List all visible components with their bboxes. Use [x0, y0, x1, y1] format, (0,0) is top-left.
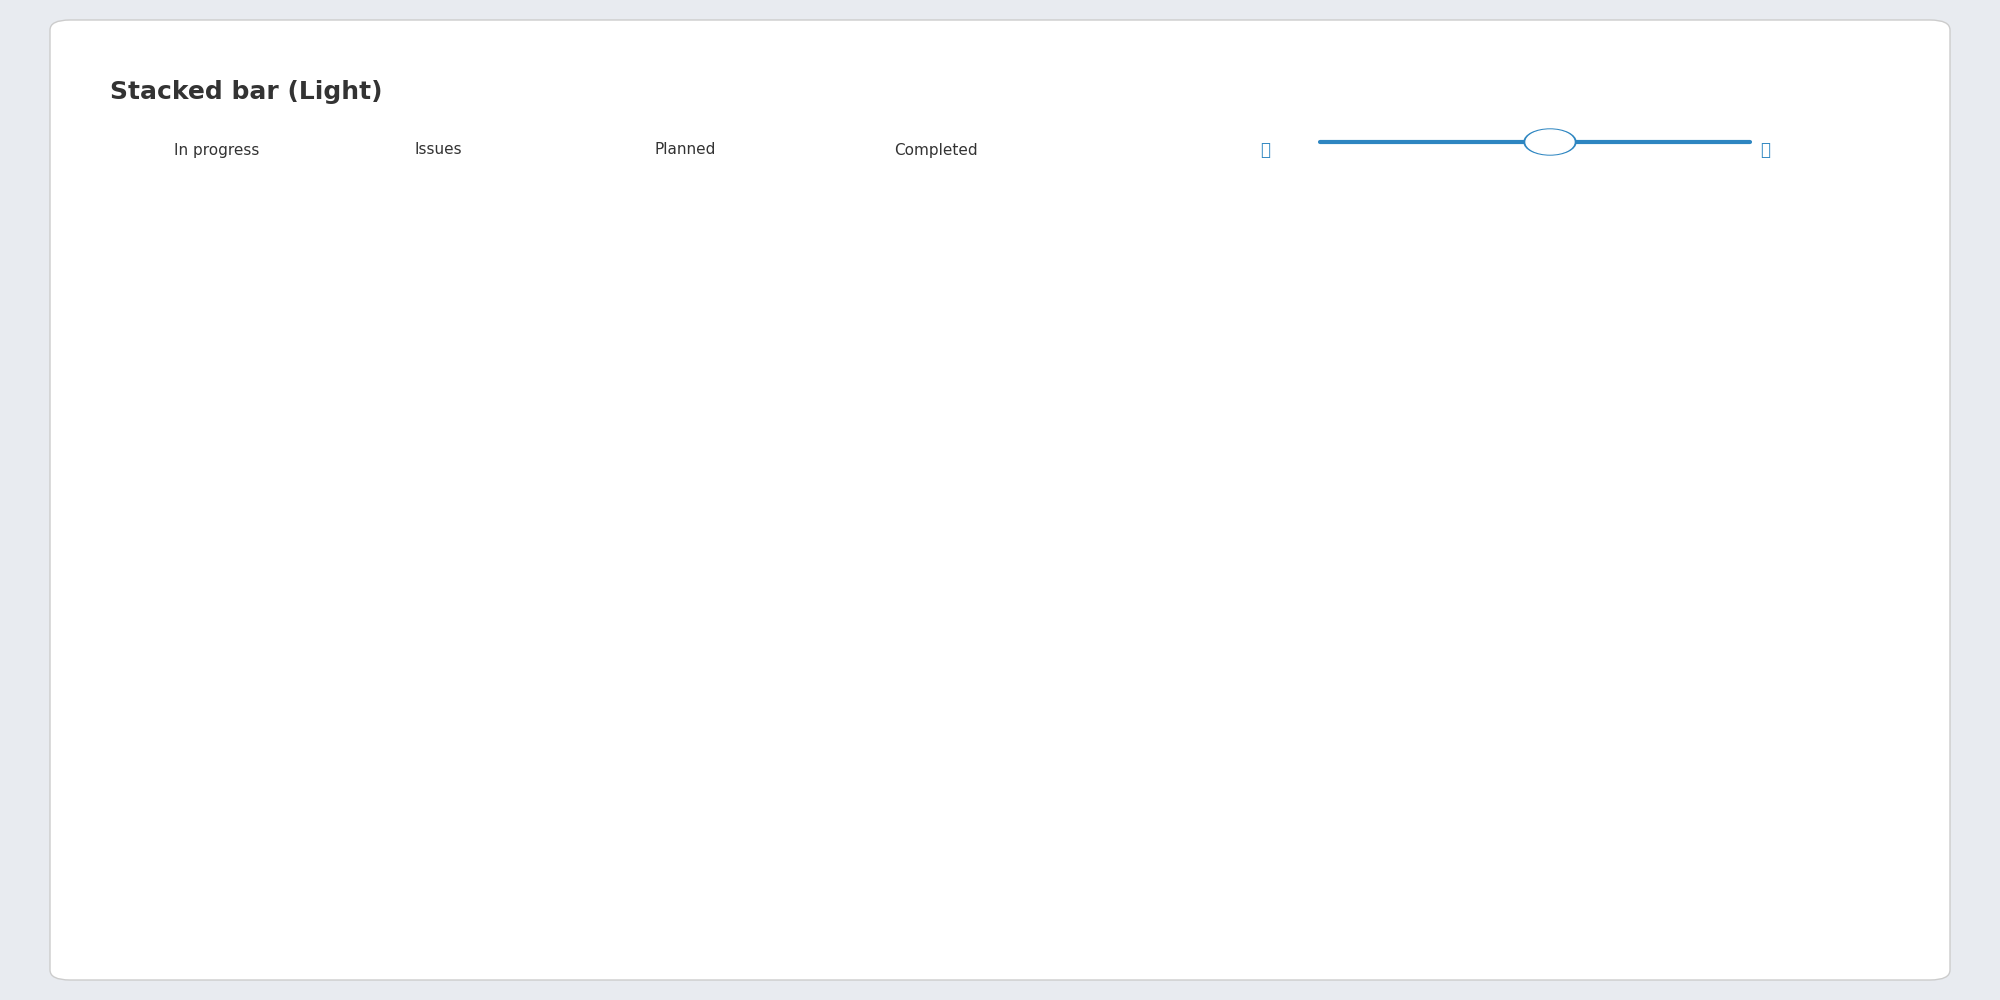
- Bar: [1392, 784, 1536, 820]
- Bar: [1392, 333, 1536, 784]
- Bar: [1680, 567, 1824, 603]
- Text: 3: 3: [1172, 786, 1182, 800]
- Text: 3: 3: [596, 786, 606, 800]
- Text: 2: 2: [1748, 578, 1758, 592]
- Text: Completed: Completed: [894, 142, 978, 157]
- Text: ✓: ✓: [860, 143, 870, 157]
- Bar: [530, 711, 674, 766]
- Text: 2: 2: [308, 795, 318, 809]
- Text: Increment: Increment: [278, 919, 350, 933]
- Text: 2: 2: [1460, 795, 1470, 809]
- Bar: [530, 766, 674, 820]
- Text: Issues: Issues: [414, 142, 462, 157]
- Text: 14: 14: [592, 578, 612, 592]
- Text: 8: 8: [884, 704, 894, 718]
- Text: ✓: ✓: [380, 143, 390, 157]
- Y-axis label: Count: Count: [96, 455, 110, 500]
- Bar: [530, 459, 674, 711]
- Text: 🔍: 🔍: [1260, 141, 1270, 159]
- Text: 🔍: 🔍: [1760, 141, 1770, 159]
- Text: 12: 12: [1742, 704, 1762, 718]
- Text: 3: 3: [596, 731, 606, 745]
- Text: 8: 8: [308, 704, 318, 718]
- Text: 2: 2: [1748, 470, 1758, 484]
- Text: 4: 4: [1748, 524, 1758, 538]
- Bar: [818, 639, 962, 784]
- Bar: [242, 784, 386, 820]
- Text: 2: 2: [884, 795, 894, 809]
- Text: ✓: ✓: [620, 143, 630, 157]
- Bar: [1680, 603, 1824, 820]
- Text: Stacked bar (Light): Stacked bar (Light): [110, 80, 382, 104]
- Bar: [1106, 766, 1248, 820]
- Text: 25: 25: [1454, 551, 1474, 565]
- Bar: [1680, 495, 1824, 567]
- Text: 3: 3: [1172, 731, 1182, 745]
- Bar: [1106, 711, 1248, 766]
- Text: Planned: Planned: [654, 142, 716, 157]
- Bar: [242, 639, 386, 784]
- Bar: [818, 784, 962, 820]
- Text: In progress: In progress: [174, 142, 260, 157]
- Text: ✓: ✓: [140, 143, 150, 157]
- Bar: [1680, 459, 1824, 495]
